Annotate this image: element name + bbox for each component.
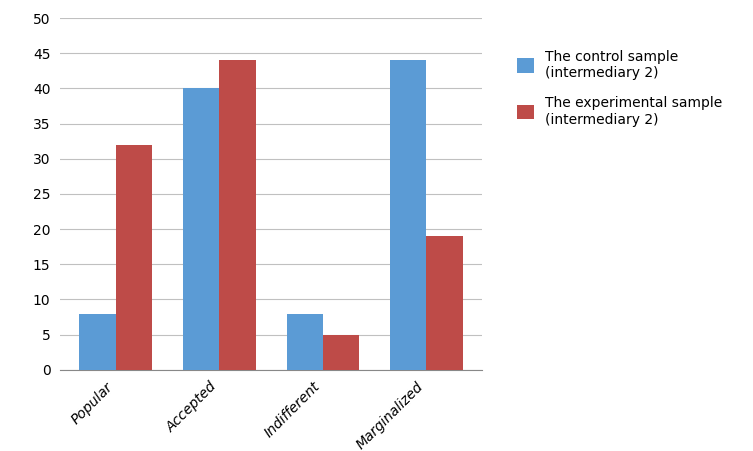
Bar (323, 335, 359, 370)
Legend: The control sample
(intermediary 2), The experimental sample
(intermediary 2): The control sample (intermediary 2), The… (510, 42, 729, 133)
Bar (79, 313, 116, 370)
Bar (287, 313, 323, 370)
Bar (116, 145, 152, 370)
Bar (390, 60, 426, 370)
Bar (183, 88, 219, 370)
Bar (426, 236, 463, 370)
Bar (219, 60, 255, 370)
